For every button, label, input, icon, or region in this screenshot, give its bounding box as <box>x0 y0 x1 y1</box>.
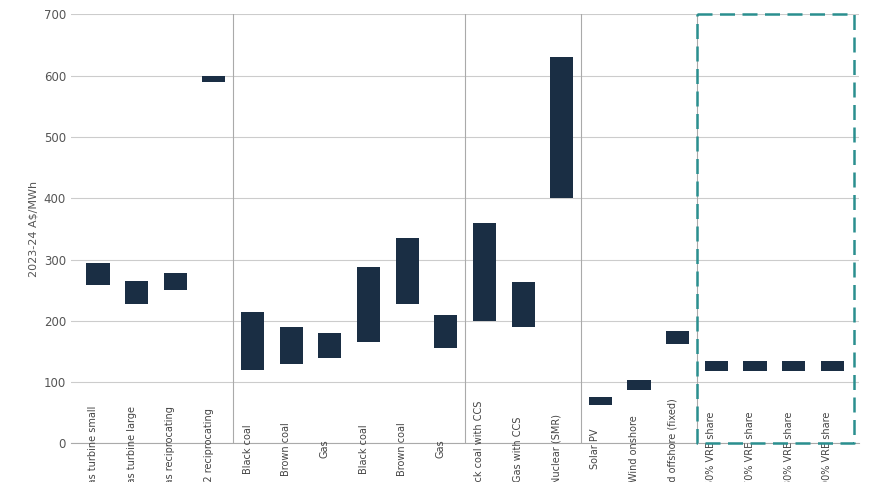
Text: 60% VRE share: 60% VRE share <box>706 412 717 482</box>
Bar <box>164 273 187 290</box>
Bar <box>473 223 496 321</box>
Bar <box>241 312 264 370</box>
Bar <box>704 361 728 371</box>
Text: 90% VRE share: 90% VRE share <box>822 412 832 482</box>
Text: Nuclear (SMR): Nuclear (SMR) <box>552 414 562 482</box>
Text: Gas with CCS: Gas with CCS <box>513 416 523 482</box>
Text: H2 reciprocating: H2 reciprocating <box>204 409 214 482</box>
Bar <box>202 76 226 82</box>
Bar <box>782 361 805 371</box>
Y-axis label: 2023-24 A$/MWh: 2023-24 A$/MWh <box>28 181 38 277</box>
Text: Brown coal: Brown coal <box>397 422 408 476</box>
Bar <box>280 327 303 364</box>
Text: Wind onshore: Wind onshore <box>629 415 639 482</box>
Text: Gas: Gas <box>320 440 330 458</box>
Bar <box>395 238 419 304</box>
Text: Gas: Gas <box>436 440 446 458</box>
Bar <box>820 361 844 371</box>
Text: Gas turbine large: Gas turbine large <box>127 406 136 482</box>
Bar <box>666 331 689 344</box>
Text: 70% VRE share: 70% VRE share <box>745 412 755 482</box>
Bar <box>125 281 148 304</box>
Text: Gas reciprocating: Gas reciprocating <box>166 406 175 482</box>
Text: Wind offshore (fixed): Wind offshore (fixed) <box>668 398 678 482</box>
Bar <box>86 263 110 285</box>
Text: Solar PV: Solar PV <box>590 429 601 469</box>
Text: Brown coal: Brown coal <box>281 422 291 476</box>
Bar <box>743 361 766 371</box>
Text: Black coal: Black coal <box>359 424 369 474</box>
Text: Black coal with CCS: Black coal with CCS <box>475 401 485 482</box>
Bar <box>589 398 612 405</box>
Bar <box>511 282 535 327</box>
Text: 80% VRE share: 80% VRE share <box>784 412 794 482</box>
Bar <box>318 333 341 358</box>
Bar <box>357 267 380 342</box>
Bar <box>550 57 573 198</box>
Bar <box>434 315 457 348</box>
Text: Black coal: Black coal <box>243 424 253 474</box>
Text: Gas turbine small: Gas turbine small <box>88 406 98 482</box>
Bar <box>627 380 650 389</box>
